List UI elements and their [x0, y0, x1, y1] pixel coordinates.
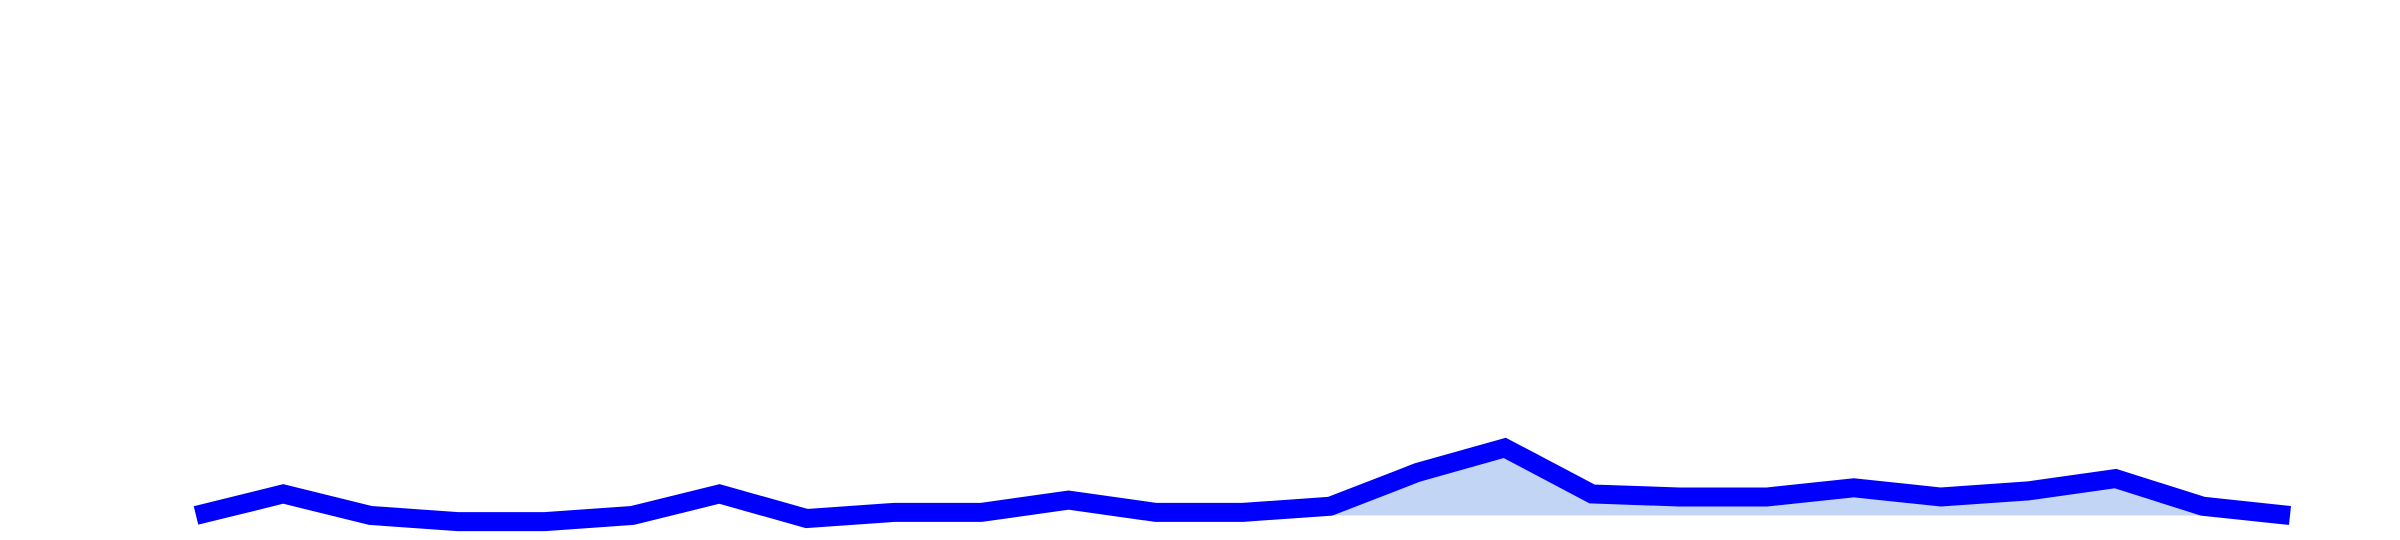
line — [193, 437, 2291, 532]
area — [1330, 447, 2290, 516]
